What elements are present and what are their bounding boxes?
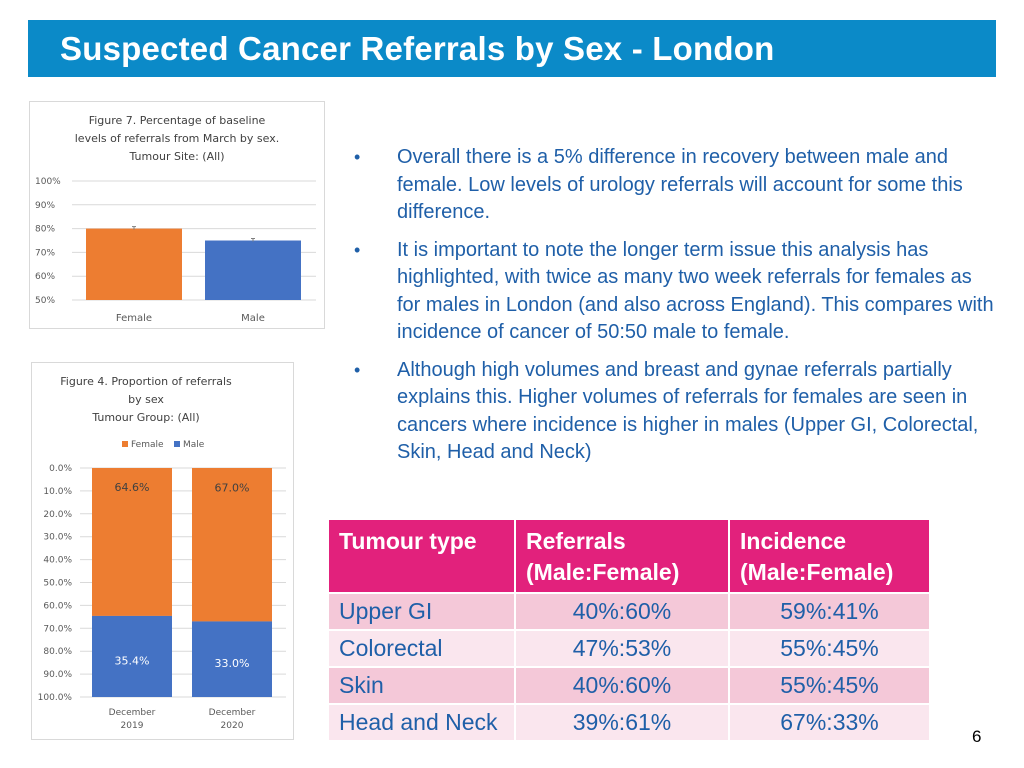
referrals-cell: 39%:61% bbox=[516, 705, 728, 740]
chart-title: Tumour Group: (All) bbox=[91, 411, 199, 424]
tumour-type-cell: Upper GI bbox=[329, 594, 514, 629]
y-tick-label: 90% bbox=[35, 201, 55, 211]
data-label: 67.0% bbox=[215, 481, 250, 494]
header-incidence: Incidence (Male:Female) bbox=[730, 520, 929, 592]
bullet-marker: • bbox=[354, 239, 361, 260]
figure-7-chart: Figure 7. Percentage of baseline levels o… bbox=[29, 101, 325, 329]
y-tick-label: 60.0% bbox=[43, 601, 72, 611]
x-tick-label: 2020 bbox=[221, 721, 244, 731]
y-tick-label: 50% bbox=[35, 296, 55, 306]
y-tick-label: 60% bbox=[35, 272, 55, 282]
y-tick-label: 70% bbox=[35, 248, 55, 258]
header-referrals: Referrals (Male:Female) bbox=[516, 520, 728, 592]
legend-swatch-male bbox=[174, 441, 180, 447]
y-tick-label: 80% bbox=[35, 225, 55, 235]
referrals-cell: 47%:53% bbox=[516, 631, 728, 666]
x-tick-label: 2019 bbox=[121, 721, 144, 731]
y-tick-label: 20.0% bbox=[43, 510, 72, 520]
y-tick-label: 50.0% bbox=[43, 579, 72, 589]
x-tick-label: Male bbox=[241, 313, 265, 324]
bar-female bbox=[92, 468, 172, 616]
bullet-item: • Although high volumes and breast and g… bbox=[350, 357, 1000, 467]
table-row: Skin 40%:60% 55%:45% bbox=[329, 668, 929, 703]
chart-title: Figure 4. Proportion of referrals bbox=[60, 375, 232, 388]
table-row: Upper GI 40%:60% 59%:41% bbox=[329, 594, 929, 629]
legend-label: Male bbox=[183, 440, 205, 450]
x-tick-label: December bbox=[109, 708, 156, 718]
data-label: 35.4% bbox=[115, 655, 150, 668]
tumour-type-cell: Colorectal bbox=[329, 631, 514, 666]
chart-title: Figure 7. Percentage of baseline bbox=[89, 114, 266, 127]
bar bbox=[205, 240, 301, 300]
bar-male bbox=[192, 621, 272, 697]
bullet-text: It is important to note the longer term … bbox=[397, 238, 994, 344]
page-title: Suspected Cancer Referrals by Sex - Lond… bbox=[60, 29, 775, 67]
figure-4-svg: Figure 4. Proportion of referrals by sex T… bbox=[38, 375, 286, 731]
y-tick-label: 0.0% bbox=[49, 464, 72, 474]
bullet-marker: • bbox=[354, 359, 361, 380]
chart-title: by sex bbox=[128, 393, 164, 406]
bullet-marker: • bbox=[354, 147, 361, 167]
y-tick-label: 90.0% bbox=[43, 670, 72, 680]
chart-title: levels of referrals from March by sex. bbox=[75, 132, 279, 145]
y-tick-label: 100% bbox=[35, 177, 61, 187]
bullet-text: Overall there is a 5% difference in reco… bbox=[397, 146, 963, 223]
figure-4-chart: Figure 4. Proportion of referrals by sex T… bbox=[31, 362, 294, 740]
y-tick-label: 70.0% bbox=[43, 624, 72, 634]
table-header-row: Tumour type Referrals (Male:Female) Inci… bbox=[329, 520, 929, 592]
bar-female bbox=[192, 468, 272, 622]
page-number: 6 bbox=[972, 727, 982, 746]
legend-label: Female bbox=[131, 440, 164, 450]
bullet-item: • It is important to note the longer ter… bbox=[350, 237, 1000, 347]
y-tick-label: 100.0% bbox=[38, 693, 73, 703]
bar bbox=[86, 228, 182, 300]
tumour-type-cell: Skin bbox=[329, 668, 514, 703]
tumour-type-cell: Head and Neck bbox=[329, 705, 514, 740]
bullet-item: • Overall there is a 5% difference in re… bbox=[350, 144, 1000, 227]
title-bar: Suspected Cancer Referrals by Sex - Lond… bbox=[28, 20, 996, 77]
referrals-cell: 40%:60% bbox=[516, 668, 728, 703]
chart-title: Tumour Site: (All) bbox=[129, 150, 225, 163]
y-tick-label: 80.0% bbox=[43, 647, 72, 657]
header-tumour-type: Tumour type bbox=[329, 520, 514, 592]
legend-swatch-female bbox=[122, 441, 128, 447]
bullet-list: • Overall there is a 5% difference in re… bbox=[350, 144, 1000, 477]
incidence-cell: 55%:45% bbox=[730, 668, 929, 703]
incidence-cell: 55%:45% bbox=[730, 631, 929, 666]
tumour-table: Tumour type Referrals (Male:Female) Inci… bbox=[327, 518, 931, 742]
incidence-cell: 67%:33% bbox=[730, 705, 929, 740]
y-tick-label: 30.0% bbox=[43, 533, 72, 543]
table-row: Colorectal 47%:53% 55%:45% bbox=[329, 631, 929, 666]
table-row: Head and Neck 39%:61% 67%:33% bbox=[329, 705, 929, 740]
x-tick-label: Female bbox=[116, 313, 152, 324]
bullet-text: Although high volumes and breast and gyn… bbox=[397, 358, 979, 464]
referrals-cell: 40%:60% bbox=[516, 594, 728, 629]
y-tick-label: 10.0% bbox=[43, 487, 72, 497]
figure-7-svg: Figure 7. Percentage of baseline levels o… bbox=[35, 114, 316, 324]
y-tick-label: 40.0% bbox=[43, 556, 72, 566]
data-label: 64.6% bbox=[115, 481, 150, 494]
bar-male bbox=[92, 615, 172, 697]
data-label: 33.0% bbox=[215, 657, 250, 670]
x-tick-label: December bbox=[209, 708, 256, 718]
incidence-cell: 59%:41% bbox=[730, 594, 929, 629]
